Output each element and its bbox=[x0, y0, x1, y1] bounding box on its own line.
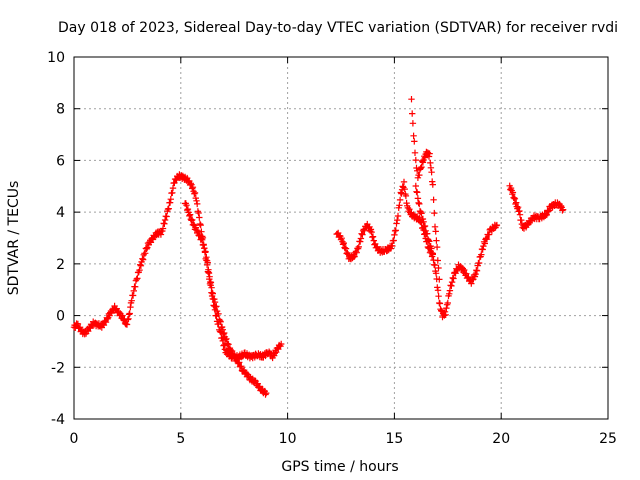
x-tick-label: 5 bbox=[176, 431, 185, 447]
x-tick-label: 15 bbox=[385, 431, 403, 447]
x-tick-label: 25 bbox=[599, 431, 617, 447]
y-tick-label: 0 bbox=[56, 309, 65, 325]
x-axis-label: GPS time / hours bbox=[281, 459, 398, 475]
x-tick-label: 0 bbox=[70, 431, 79, 447]
y-tick-label: 4 bbox=[56, 205, 65, 221]
y-tick-label: -2 bbox=[51, 360, 65, 376]
y-tick-label: -4 bbox=[51, 412, 65, 428]
data-point-markers bbox=[506, 182, 567, 232]
y-axis-label: SDTVAR / TECUs bbox=[6, 181, 22, 296]
chart-title: Day 018 of 2023, Sidereal Day-to-day VTE… bbox=[58, 20, 618, 36]
x-tick-label: 10 bbox=[279, 431, 297, 447]
data-point-markers bbox=[408, 96, 443, 283]
axis-ticks: 0 5 10 15 20 25 -4 -2 0 2 4 6 8 10 bbox=[47, 50, 617, 447]
data-point-markers bbox=[181, 200, 270, 398]
series-sdtvar bbox=[70, 96, 567, 398]
data-point-markers bbox=[412, 182, 436, 257]
y-tick-label: 10 bbox=[47, 50, 65, 66]
x-tick-label: 20 bbox=[492, 431, 510, 447]
y-tick-label: 6 bbox=[56, 153, 65, 169]
plot-frame bbox=[73, 56, 609, 420]
y-tick-label: 8 bbox=[56, 102, 65, 118]
y-tick-label: 2 bbox=[56, 257, 65, 273]
